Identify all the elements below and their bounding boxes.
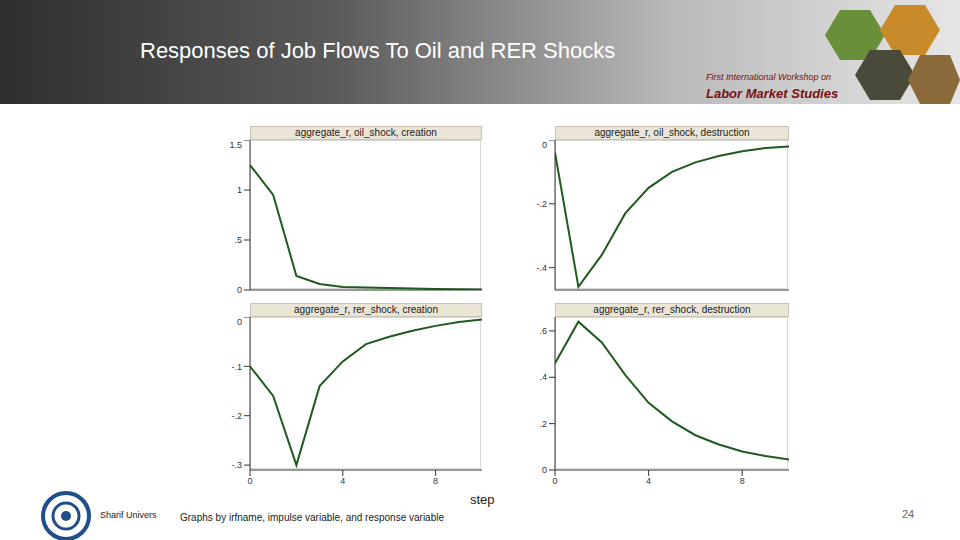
svg-text:.2: .2 [539,419,547,429]
svg-text:1.5: 1.5 [229,140,242,150]
html-text:24: 24 [902,508,915,520]
svg-text:0: 0 [542,465,547,475]
html-text:Responses of Job Flows To Oil: Responses of Job Flows To Oil and RER Sh… [140,38,616,63]
html-text:First International Workshop o: First International Workshop on [706,72,832,82]
html-text:step: step [470,492,495,507]
svg-text:8: 8 [433,476,438,486]
html-text:aggregate_r, rer_shock, destru: aggregate_r, rer_shock, destruction [593,304,751,315]
html-text:Labor Market Studies: Labor Market Studies [706,86,839,101]
svg-text:4: 4 [340,476,345,486]
svg-text:-.2: -.2 [231,411,242,421]
svg-text:.5: .5 [234,235,242,245]
svg-text:0: 0 [552,476,557,486]
svg-text:0: 0 [542,140,547,150]
svg-text:0: 0 [247,476,252,486]
svg-text:1: 1 [237,185,242,195]
svg-text:.4: .4 [539,372,547,382]
svg-text:0: 0 [237,317,242,327]
svg-text:8: 8 [740,476,745,486]
html-text:Graphs by irfname, impulse var: Graphs by irfname, impulse variable, and… [180,512,444,523]
svg-text:.6: .6 [539,326,547,336]
html-text:Sharif Univers: Sharif Univers [100,510,157,520]
svg-text:-.1: -.1 [231,362,242,372]
svg-text:0: 0 [237,285,242,295]
html-text:aggregate_r, oil_shock, creati: aggregate_r, oil_shock, creation [295,127,437,138]
svg-text:-.4: -.4 [536,263,547,273]
svg-text:4: 4 [646,476,651,486]
svg-text:-.3: -.3 [231,460,242,470]
html-text:aggregate_r, oil_shock, destru: aggregate_r, oil_shock, destruction [594,127,750,138]
html-text:aggregate_r, rer_shock, creati: aggregate_r, rer_shock, creation [294,304,438,315]
svg-text:-.2: -.2 [536,199,547,209]
